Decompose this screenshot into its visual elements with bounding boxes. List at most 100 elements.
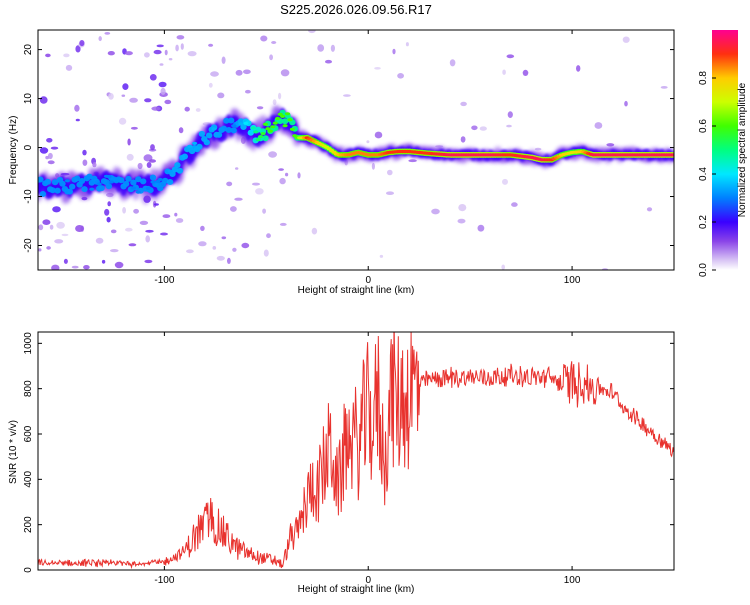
- noise-blob: [145, 229, 154, 233]
- noise-blob: [366, 140, 370, 144]
- noise-blob: [232, 247, 237, 252]
- noise-blob: [374, 131, 383, 139]
- ridge-mid: [118, 177, 125, 184]
- noise-blob: [208, 82, 213, 88]
- ridge-core: [187, 144, 193, 148]
- noise-blob: [262, 208, 266, 214]
- noise-blob: [79, 40, 85, 47]
- ridge-mid: [225, 127, 232, 133]
- noise-blob: [45, 53, 51, 58]
- noise-blob: [178, 127, 184, 134]
- noise-blob: [104, 208, 110, 216]
- noise-blob: [271, 41, 277, 44]
- ridge-core: [150, 180, 156, 184]
- noise-blob: [325, 59, 332, 64]
- noise-blob: [63, 258, 68, 264]
- spectrogram-frame: [37, 29, 675, 271]
- noise-blob: [92, 162, 97, 168]
- noise-blob: [39, 147, 49, 154]
- noise-blob: [130, 126, 138, 130]
- ridge-mid: [69, 183, 76, 190]
- noise-blob: [212, 246, 217, 250]
- noise-blob: [160, 232, 168, 236]
- y-tick-label: 1000: [23, 332, 34, 355]
- noise-blob: [48, 152, 53, 160]
- noise-blob: [149, 159, 156, 163]
- noise-blob: [137, 162, 143, 170]
- ridge-mid: [54, 187, 61, 194]
- ridge-mid: [135, 176, 142, 183]
- noise-blob: [311, 227, 318, 235]
- noise-blob: [180, 43, 184, 50]
- noise-blob: [458, 204, 467, 212]
- noise-blob: [158, 81, 167, 88]
- noise-blob: [501, 264, 506, 270]
- snr-panel: -100 0 100 0 200 400 600 800 1000 Height of str…: [8, 331, 675, 595]
- ridge-core: [282, 124, 288, 128]
- ridge-mid: [230, 127, 237, 134]
- noise-blob: [149, 74, 157, 81]
- ridge-core: [135, 190, 141, 194]
- noise-blob: [49, 224, 54, 230]
- noise-blob: [195, 108, 201, 112]
- ridge-mid: [198, 130, 206, 137]
- noise-blob: [379, 254, 384, 258]
- noise-blob: [121, 94, 126, 97]
- noise-blob: [122, 83, 129, 90]
- noise-blob: [208, 43, 214, 47]
- x-tick-label: 100: [564, 575, 581, 586]
- noise-blob: [234, 197, 243, 201]
- ridge-mid: [105, 183, 113, 190]
- noise-blob: [522, 69, 529, 76]
- ridge-mid: [181, 153, 188, 160]
- noise-blob: [107, 51, 115, 56]
- noise-blob: [75, 118, 80, 122]
- ridge-mid: [240, 124, 247, 130]
- noise-blob: [110, 229, 117, 234]
- ridge-mid: [59, 180, 66, 187]
- noise-blob: [129, 97, 138, 103]
- noise-blob: [47, 160, 55, 165]
- noise-blob: [101, 259, 106, 264]
- colorbar-tick-label: 0.8: [698, 71, 709, 85]
- noise-blob: [457, 218, 466, 224]
- noise-blob: [308, 30, 316, 34]
- noise-blob: [118, 117, 127, 125]
- ridge-core: [255, 138, 261, 142]
- noise-blob: [164, 49, 168, 56]
- ridge-core: [284, 112, 291, 116]
- noise-blob: [280, 69, 290, 77]
- colorbar-tick-label: 0.4: [698, 167, 709, 181]
- noise-blob: [50, 146, 59, 150]
- noise-blob: [145, 235, 150, 243]
- snr-ylabel: SNR (10 * v/v): [8, 420, 19, 484]
- noise-blob: [210, 71, 219, 77]
- noise-blob: [114, 261, 124, 269]
- snr-xlabel: Height of straight line (km): [298, 584, 415, 595]
- colorbar-gradient: [712, 30, 738, 270]
- noise-blob: [46, 246, 51, 250]
- ridge-core: [260, 132, 266, 136]
- snr-series-line: [38, 332, 674, 570]
- noise-blob: [285, 172, 289, 177]
- ridge-core: [289, 127, 295, 131]
- noise-blob: [279, 177, 286, 185]
- ridge-core: [211, 127, 217, 131]
- noise-blob: [371, 162, 375, 170]
- noise-blob: [39, 96, 48, 104]
- ridge-mid: [281, 118, 289, 125]
- noise-blob: [330, 44, 335, 52]
- noise-blob: [387, 169, 393, 176]
- noise-blob: [144, 98, 152, 103]
- noise-blob: [230, 206, 237, 212]
- noise-blob: [124, 51, 133, 56]
- noise-blob: [51, 264, 60, 270]
- y-tick-label: 800: [23, 380, 34, 397]
- noise-blob: [82, 159, 88, 166]
- y-tick-label: 10: [23, 93, 34, 105]
- ridge-mid: [78, 178, 86, 184]
- noise-blob: [164, 99, 172, 105]
- noise-blob: [408, 159, 417, 163]
- noise-blob: [65, 64, 73, 71]
